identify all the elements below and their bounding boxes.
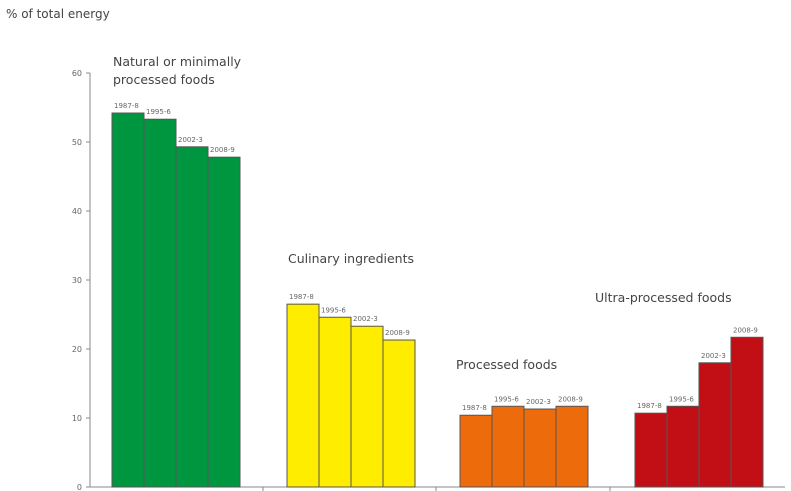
bar bbox=[286, 303, 320, 488]
bar-period-label: 1987-8 bbox=[637, 402, 662, 410]
group-label: Natural or minimally bbox=[113, 54, 242, 69]
bar bbox=[175, 146, 209, 488]
y-tick-label: 40 bbox=[72, 207, 82, 216]
bar bbox=[491, 405, 525, 488]
group-label: Culinary ingredients bbox=[288, 251, 414, 266]
bar bbox=[523, 408, 557, 488]
bar-period-label: 2002-3 bbox=[178, 136, 203, 144]
y-tick-label: 60 bbox=[72, 69, 82, 78]
y-axis-label: % of total energy bbox=[6, 7, 110, 21]
bar bbox=[634, 412, 668, 488]
bar-period-label: 2008-9 bbox=[558, 395, 583, 403]
bar-period-label: 1987-8 bbox=[289, 293, 314, 301]
bar bbox=[207, 156, 241, 488]
bar bbox=[555, 405, 589, 488]
bar-period-label: 1987-8 bbox=[114, 102, 139, 110]
group-label: processed foods bbox=[113, 72, 215, 87]
group-label: Processed foods bbox=[456, 357, 557, 372]
bar-period-label: 1995-6 bbox=[494, 395, 519, 403]
bar-period-label: 1987-8 bbox=[462, 404, 487, 412]
bar bbox=[666, 405, 700, 488]
bar bbox=[350, 325, 384, 488]
bar bbox=[730, 336, 764, 488]
bar-period-label: 2002-3 bbox=[353, 315, 378, 323]
y-tick-label: 50 bbox=[72, 138, 82, 147]
bar bbox=[698, 362, 732, 488]
y-tick-label: 20 bbox=[72, 345, 82, 354]
group-label: Ultra-processed foods bbox=[595, 290, 732, 305]
bar bbox=[143, 118, 177, 488]
y-tick-label: 0 bbox=[77, 483, 82, 491]
bar-period-label: 2008-9 bbox=[385, 329, 410, 337]
y-tick-label: 10 bbox=[72, 414, 82, 423]
bar-period-label: 1995-6 bbox=[321, 306, 346, 314]
bar-period-label: 2008-9 bbox=[210, 146, 235, 154]
bar bbox=[459, 414, 493, 488]
bar bbox=[111, 112, 145, 488]
bar-period-label: 1995-6 bbox=[146, 108, 171, 116]
bar-period-label: 1995-6 bbox=[669, 395, 694, 403]
bar bbox=[318, 316, 352, 488]
bar-period-label: 2008-9 bbox=[733, 326, 758, 334]
bar bbox=[382, 339, 416, 488]
bar-period-label: 2002-3 bbox=[526, 398, 551, 406]
y-tick-label: 30 bbox=[72, 276, 82, 285]
bar-period-label: 2002-3 bbox=[701, 352, 726, 360]
